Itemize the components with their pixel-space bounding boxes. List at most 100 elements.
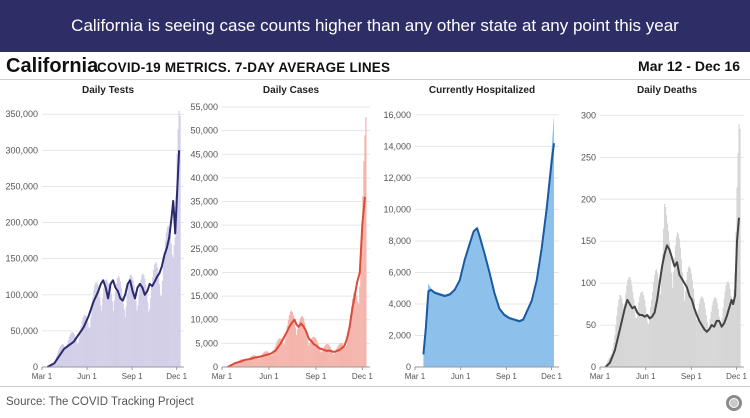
daily-bar — [728, 284, 730, 367]
daily-bar — [633, 299, 635, 367]
daily-bar — [636, 318, 638, 367]
daily-bar — [249, 356, 252, 367]
daily-bar — [104, 282, 106, 367]
daily-bar — [361, 232, 363, 367]
daily-bar — [357, 301, 359, 367]
daily-bar — [129, 275, 131, 367]
daily-bar — [82, 317, 84, 367]
daily-bar — [294, 327, 297, 367]
daily-bar — [92, 297, 94, 367]
daily-bar — [285, 332, 287, 367]
daily-bar — [173, 245, 175, 367]
daily-bar — [301, 316, 303, 367]
daily-bar — [311, 338, 313, 367]
y-tick-label: 200 — [581, 194, 596, 204]
y-tick-label: 2,000 — [388, 330, 411, 340]
daily-bar — [296, 329, 299, 367]
daily-bar — [125, 306, 127, 367]
daily-bar — [350, 314, 352, 367]
daily-bar — [155, 263, 158, 367]
daily-bar — [342, 344, 345, 367]
daily-bar — [144, 278, 146, 367]
daily-bar — [141, 275, 143, 367]
daily-bar — [668, 242, 671, 367]
daily-bar — [681, 272, 684, 367]
chart-title: Daily Deaths — [637, 85, 697, 96]
daily-bar — [56, 356, 58, 367]
daily-bar — [258, 358, 260, 367]
daily-bar — [172, 257, 174, 367]
daily-bar — [695, 320, 697, 367]
daily-bar — [248, 358, 251, 367]
daily-bar — [178, 110, 180, 367]
daily-bar — [264, 351, 266, 367]
daily-bar — [333, 353, 335, 367]
daily-bar — [315, 338, 317, 367]
daily-bar — [642, 292, 644, 367]
daily-bar — [632, 291, 634, 367]
daily-bar — [672, 272, 675, 367]
daily-bar — [737, 153, 739, 367]
daily-bar — [94, 284, 96, 367]
daily-bar — [725, 285, 727, 367]
daily-bar — [241, 359, 244, 367]
daily-bar — [103, 288, 105, 367]
daily-bar — [175, 195, 177, 367]
daily-bar — [132, 280, 134, 367]
daily-bar — [717, 309, 719, 367]
daily-bar — [162, 265, 165, 367]
daily-bar — [693, 298, 695, 367]
daily-bar — [100, 305, 102, 367]
daily-bar — [169, 236, 171, 367]
daily-bar — [290, 310, 293, 367]
daily-bar — [76, 343, 78, 367]
charts-area: Daily Tests 0 50,000 100,000 150,000 200,000 2… — [0, 81, 750, 384]
y-tick-label: 300 — [581, 110, 596, 120]
daily-bar — [256, 356, 258, 367]
y-tick-label: 300,000 — [5, 145, 38, 155]
daily-bar — [282, 343, 284, 367]
daily-bar — [698, 303, 700, 367]
daily-bar — [160, 296, 163, 367]
daily-bar — [707, 328, 709, 367]
daily-bar — [239, 359, 241, 367]
y-tick-label: 4,000 — [388, 299, 411, 309]
daily-bar — [143, 274, 145, 367]
daily-bar — [298, 320, 301, 367]
daily-bar — [260, 356, 262, 367]
daily-bar — [251, 356, 253, 367]
daily-bar — [253, 355, 255, 367]
daily-bar — [299, 317, 302, 367]
daily-bar — [97, 284, 99, 367]
daily-bar — [635, 318, 637, 367]
y-tick-label: 15,000 — [190, 291, 218, 301]
daily-bar — [691, 280, 693, 367]
daily-bar — [673, 257, 676, 367]
daily-bar — [358, 303, 360, 367]
daily-bar — [142, 273, 144, 367]
daily-bar — [660, 276, 663, 367]
daily-bar — [276, 341, 278, 367]
daily-bar — [643, 295, 645, 367]
daily-bar — [77, 342, 79, 367]
daily-bar — [85, 315, 87, 367]
daily-bar — [627, 279, 629, 367]
daily-bar — [736, 187, 738, 367]
daily-bar — [130, 274, 132, 367]
y-tick-label: 10,000 — [383, 204, 411, 214]
daily-bar — [699, 299, 701, 367]
daily-bar — [155, 262, 157, 367]
daily-bar — [631, 285, 633, 367]
chart-panel-1: Daily Tests 0 50,000 100,000 150,000 200,000 2… — [5, 85, 187, 381]
daily-bar — [80, 326, 82, 367]
daily-bar — [730, 296, 732, 367]
daily-bar — [682, 286, 685, 367]
daily-bar — [694, 309, 696, 367]
daily-bar — [148, 311, 150, 367]
daily-bar — [177, 129, 179, 367]
daily-bar — [297, 324, 300, 367]
daily-bar — [64, 349, 67, 367]
daily-bar — [718, 316, 720, 367]
daily-bar — [338, 344, 340, 367]
daily-bar — [283, 344, 285, 367]
